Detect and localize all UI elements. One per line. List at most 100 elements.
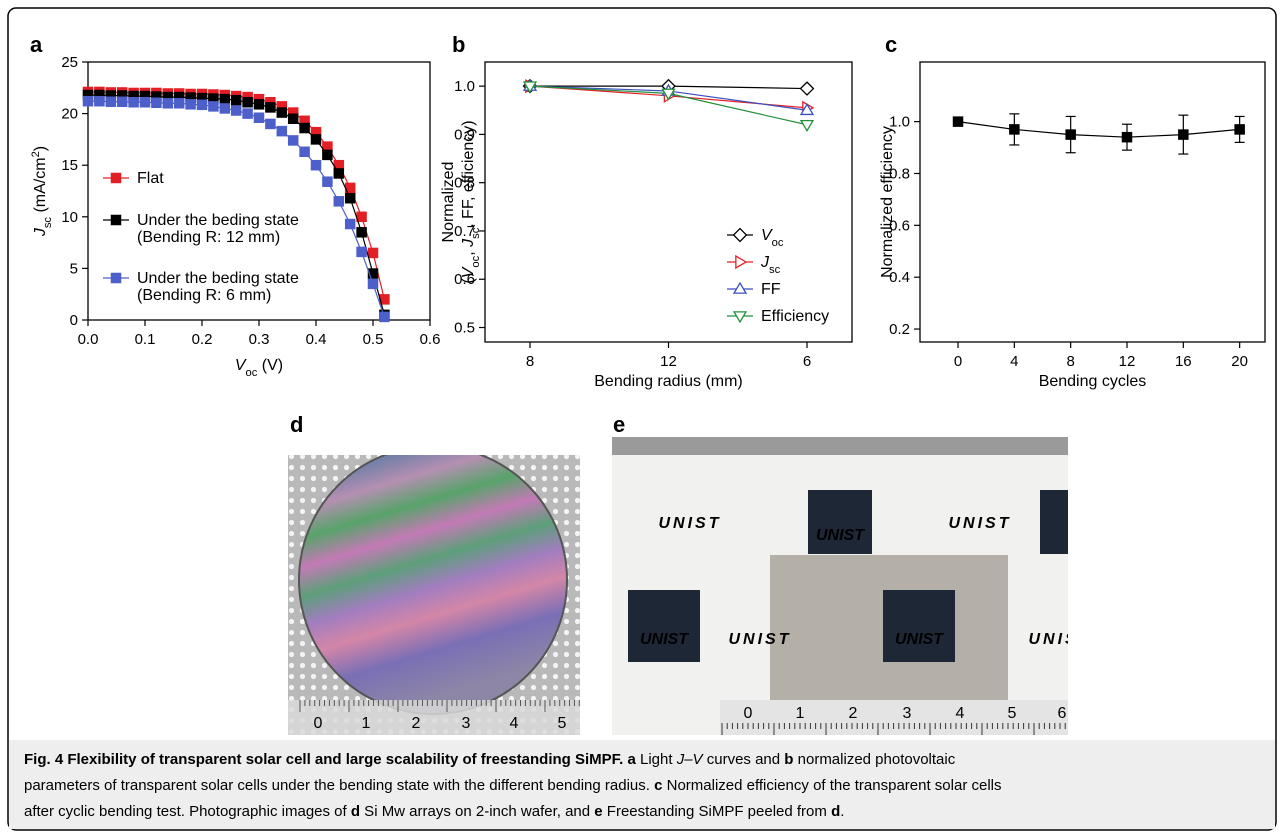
marker bbox=[799, 103, 815, 116]
legend-label: Efficiency bbox=[761, 308, 829, 325]
marker bbox=[356, 246, 367, 258]
x-tick-label: 0.5 bbox=[363, 331, 384, 348]
text-segment: sc bbox=[42, 217, 54, 229]
x-tick-label: 12 bbox=[660, 353, 677, 370]
text-segment: Si Mw arrays on 2-inch wafer, and bbox=[360, 803, 594, 820]
marker bbox=[265, 118, 276, 130]
marker bbox=[185, 99, 196, 110]
marker bbox=[253, 112, 265, 123]
marker bbox=[344, 192, 356, 204]
panel-label: c bbox=[885, 32, 897, 57]
logo-text: UNIST bbox=[949, 515, 1012, 532]
text-segment: (Bending R: 6 mm) bbox=[137, 287, 271, 304]
ruler-number: 2 bbox=[412, 715, 421, 732]
x-tick-label: 4 bbox=[1010, 353, 1018, 370]
marker bbox=[1065, 129, 1076, 140]
marker bbox=[128, 96, 139, 108]
marker bbox=[94, 95, 105, 107]
text-segment: Under the beding state bbox=[137, 212, 299, 229]
y-tick-label: 0 bbox=[70, 312, 78, 329]
logo-text: UNIST bbox=[659, 515, 722, 532]
logo-text: UNIST bbox=[895, 631, 944, 648]
legend-label: Jsc bbox=[760, 254, 781, 276]
legend-marker bbox=[110, 272, 122, 284]
ruler bbox=[288, 700, 580, 735]
ruler-number: 2 bbox=[849, 705, 858, 722]
marker bbox=[952, 116, 964, 127]
x-axis-label: Bending cycles bbox=[1039, 373, 1147, 390]
text-segment: oc bbox=[246, 367, 258, 379]
panel-label: d bbox=[290, 412, 303, 437]
marker bbox=[253, 99, 265, 110]
text-segment: Under the beding state bbox=[137, 270, 299, 287]
marker bbox=[139, 96, 151, 108]
y-tick-label: 0.5 bbox=[454, 320, 475, 337]
text-segment: J–V bbox=[676, 751, 705, 768]
ruler-number: 0 bbox=[744, 705, 753, 722]
marker bbox=[242, 108, 253, 119]
marker bbox=[661, 88, 676, 101]
photo-e: 0 1 2 3 4 5 6 UNIST UNIST UNIST UNIST UNIST UNIST UN… bbox=[612, 437, 1068, 735]
x-axis-label: Bending radius (mm) bbox=[594, 373, 743, 390]
marker bbox=[367, 278, 379, 290]
x-tick-label: 0.2 bbox=[192, 331, 213, 348]
y-tick-label: 0.6 bbox=[454, 271, 475, 288]
logo-square bbox=[628, 590, 700, 662]
legend-label: Voc bbox=[761, 227, 784, 249]
marker bbox=[522, 81, 538, 94]
legend-label: Flat bbox=[137, 170, 164, 187]
marker bbox=[116, 96, 128, 107]
x-tick-label: 0.3 bbox=[249, 331, 270, 348]
ruler-number: 6 bbox=[1058, 705, 1067, 722]
text-segment: d bbox=[831, 803, 840, 820]
text-segment: after cyclic bending test. Photographic … bbox=[24, 803, 351, 820]
wafer bbox=[298, 455, 568, 715]
y-tick-label: 0.7 bbox=[454, 223, 475, 240]
x-tick-label: 0.4 bbox=[306, 331, 327, 348]
ruler-ticks: 0 1 2 3 4 5 6 bbox=[721, 705, 1067, 735]
y-axis-label: Jsc (mA/cm2) bbox=[30, 146, 54, 237]
x-tick-label: 0 bbox=[954, 353, 962, 370]
text-segment: J bbox=[760, 254, 770, 271]
y-tick-label: 0.2 bbox=[889, 321, 910, 338]
x-tick-label: 0.0 bbox=[78, 331, 99, 348]
text-segment: ( bbox=[460, 278, 477, 284]
legend-marker bbox=[732, 281, 748, 294]
y-axis-label: Normalized efficiency bbox=[879, 126, 896, 278]
text-segment: curves and bbox=[703, 751, 785, 768]
logo-text: UNIST bbox=[816, 527, 865, 544]
marker bbox=[1009, 124, 1020, 135]
caption-background bbox=[9, 740, 1275, 829]
marker bbox=[105, 96, 117, 107]
y-tick-label: 10 bbox=[61, 209, 78, 226]
series-line bbox=[957, 121, 1240, 138]
legend-marker bbox=[735, 254, 748, 270]
x-tick-label: 0.6 bbox=[420, 331, 441, 348]
text-segment: Normalized bbox=[440, 162, 457, 243]
text-segment: c bbox=[654, 777, 662, 794]
marker bbox=[333, 196, 345, 207]
text-segment: a bbox=[628, 751, 637, 768]
text-segment: V bbox=[761, 227, 773, 244]
panel-label: b bbox=[452, 32, 465, 57]
text-segment: b bbox=[784, 751, 793, 768]
text-segment: sc bbox=[769, 264, 781, 276]
photo-d: 0 1 2 3 4 5 bbox=[288, 455, 580, 735]
ruler-number: 3 bbox=[903, 705, 912, 722]
marker bbox=[310, 159, 322, 171]
marker bbox=[1121, 131, 1133, 143]
y-tick-label: 5 bbox=[70, 260, 78, 277]
marker bbox=[162, 98, 174, 109]
x-tick-label: 8 bbox=[1067, 353, 1075, 370]
x-tick-label: 12 bbox=[1119, 353, 1136, 370]
text-segment: (Bending R: 12 mm) bbox=[137, 229, 280, 246]
y-tick-label: 0.8 bbox=[454, 175, 475, 192]
marker bbox=[299, 146, 310, 158]
legend-marker bbox=[110, 214, 122, 226]
text-segment: d bbox=[351, 803, 360, 820]
text-segment: oc bbox=[772, 237, 784, 249]
marker bbox=[276, 107, 288, 118]
marker bbox=[265, 102, 276, 113]
ruler-number: 1 bbox=[796, 705, 805, 722]
